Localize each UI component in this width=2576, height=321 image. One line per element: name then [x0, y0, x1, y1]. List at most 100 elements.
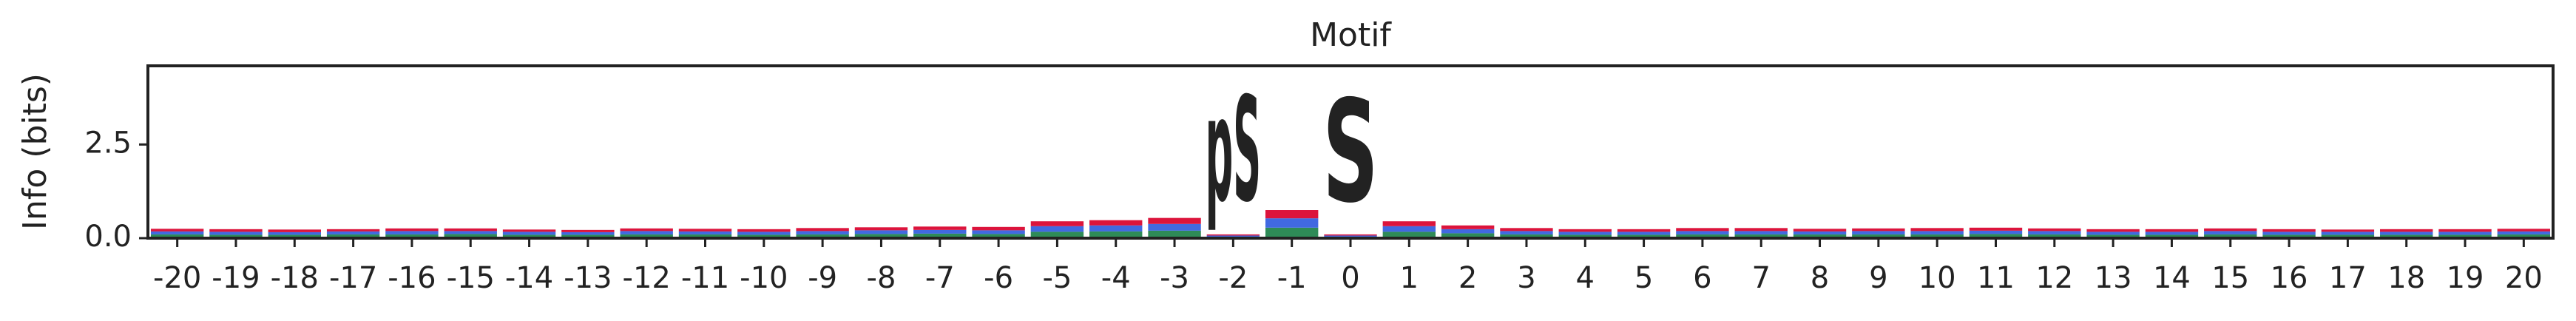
logo-segment [209, 232, 263, 235]
x-tick-label: 2 [1458, 261, 1477, 295]
logo-segment [1558, 232, 1612, 235]
logo-segment [2145, 232, 2199, 235]
x-tick-label: -16 [388, 261, 436, 295]
logo-letter: S [1322, 70, 1378, 234]
logo-segment [737, 234, 791, 238]
logo-segment [1148, 217, 1201, 224]
logo-segment [854, 230, 908, 234]
chart-title: Motif [1310, 16, 1392, 54]
logo-segment [854, 227, 908, 231]
logo-segment [1617, 234, 1671, 238]
y-tick-label: 2.5 [84, 126, 132, 160]
x-tick-label: -17 [329, 261, 377, 295]
y-axis-label: Info (bits) [16, 73, 54, 230]
logo-segment [678, 229, 732, 232]
logo-segment [1852, 234, 1905, 238]
logo-segment [2028, 234, 2081, 238]
logo-segment [972, 226, 1025, 231]
logo-segment [1676, 231, 1729, 234]
x-tick-label: -10 [740, 261, 788, 295]
logo-segment [150, 234, 204, 238]
x-tick-label: 15 [2211, 261, 2249, 295]
logo-segment [1089, 225, 1143, 232]
logo-segment [2086, 232, 2140, 235]
logo-segment [2204, 231, 2257, 234]
logo-segment [150, 231, 204, 234]
logo-segment [326, 234, 380, 238]
x-tick-label: -9 [808, 261, 837, 295]
x-tick-label: 3 [1517, 261, 1535, 295]
logo-segment [1089, 220, 1143, 226]
logo-segment [385, 231, 439, 234]
logo-segment [1148, 223, 1201, 231]
logo-segment [620, 231, 673, 234]
logo-segment [678, 231, 732, 234]
x-tick-label: -12 [623, 261, 671, 295]
logo-segment [2204, 234, 2257, 238]
logo-segment [444, 231, 497, 234]
logo-segment [1324, 234, 1377, 236]
logo-segment [326, 229, 380, 232]
logo-segment [620, 228, 673, 232]
logo-segment [561, 234, 615, 238]
logo-segment [1969, 234, 2023, 238]
logo-segment [1382, 232, 1436, 238]
logo-segment [854, 234, 908, 238]
logo-segment [2380, 232, 2433, 235]
logo-segment [1734, 228, 1788, 232]
logo-segment [1324, 235, 1377, 237]
logo-segment [796, 234, 849, 238]
x-tick-label: -19 [212, 261, 260, 295]
logo-segment [1852, 231, 1905, 234]
logo-segment [1030, 232, 1084, 238]
logo-segment [150, 229, 204, 232]
logo-segment [2262, 232, 2316, 235]
logo-segment [1793, 229, 1847, 232]
logo-segment [972, 234, 1025, 238]
logo-segment [385, 228, 439, 232]
logo-segment [1030, 221, 1084, 226]
logo-segment [1558, 234, 1612, 238]
logo-segment [2380, 229, 2433, 232]
logo-segment [1265, 210, 1319, 219]
x-tick-label: -3 [1160, 261, 1189, 295]
x-tick-label: 11 [1977, 261, 2015, 295]
x-tick-label: -15 [447, 261, 495, 295]
logo-segment [2086, 234, 2140, 238]
x-tick-label: 8 [1811, 261, 1829, 295]
x-tick-label: -20 [153, 261, 201, 295]
x-tick-label: -18 [271, 261, 319, 295]
logo-segment [1852, 228, 1905, 232]
x-tick-label: 10 [1919, 261, 1956, 295]
logo-segment [1441, 229, 1495, 234]
x-tick-label: 5 [1634, 261, 1653, 295]
logo-segment [502, 232, 556, 235]
logo-segment [1969, 227, 2023, 231]
x-tick-label: 12 [2035, 261, 2073, 295]
logo-segment [1206, 234, 1260, 236]
logo-segment [1265, 218, 1319, 228]
logo-segment [1206, 235, 1260, 237]
logo-segment [1734, 231, 1788, 234]
logo-segment [1500, 231, 1553, 234]
logo-segment [1734, 234, 1788, 238]
logo-segment [1617, 232, 1671, 235]
logo-segment [913, 226, 967, 230]
logo-segment [2497, 231, 2551, 234]
x-tick-label: -2 [1218, 261, 1248, 295]
logo-segment [737, 229, 791, 232]
logo-segment [737, 232, 791, 235]
x-tick-label: -1 [1277, 261, 1307, 295]
logo-segment [2028, 228, 2081, 232]
x-tick-label: -11 [681, 261, 729, 295]
x-tick-label: 13 [2095, 261, 2132, 295]
logo-segment [1148, 230, 1201, 238]
logo-segment [1676, 228, 1729, 232]
logo-segment [1500, 234, 1553, 238]
logo-segment [2086, 229, 2140, 232]
logo-segment [2321, 234, 2375, 238]
logo-segment [2204, 228, 2257, 232]
logo-segment [444, 228, 497, 232]
logo-segment [1910, 234, 1964, 238]
